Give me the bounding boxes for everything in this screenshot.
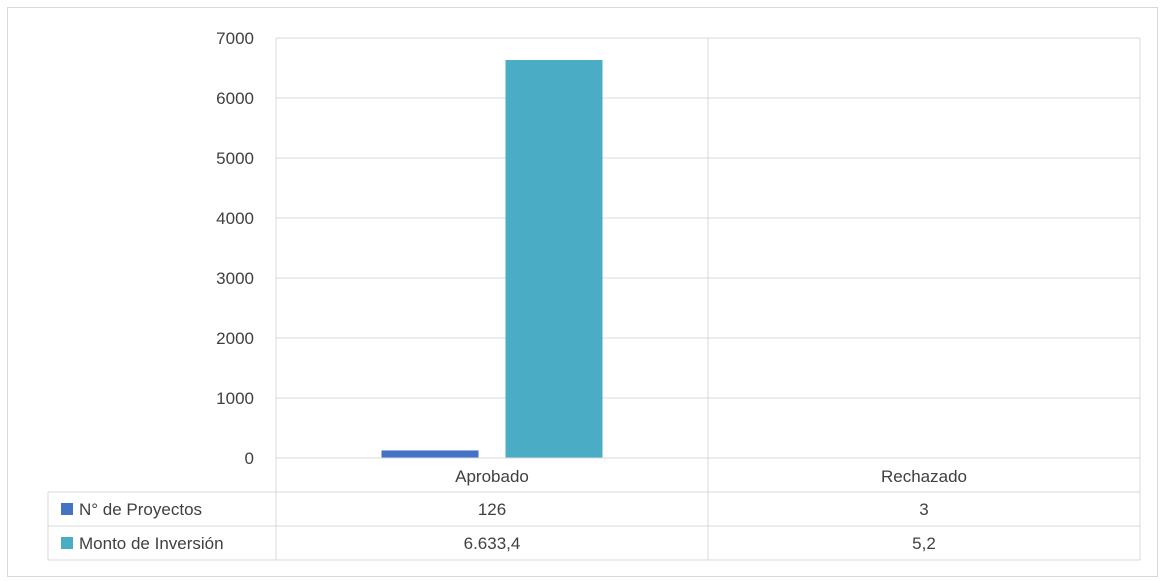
legend-series-name: Monto de Inversión [79, 534, 224, 553]
y-tick-label: 7000 [216, 29, 254, 48]
y-tick-label: 6000 [216, 89, 254, 108]
y-tick-label: 1000 [216, 389, 254, 408]
data-label: 3 [919, 500, 928, 519]
bar-aprobado-1 [505, 59, 603, 458]
data-label: 126 [478, 500, 506, 519]
y-tick-label: 3000 [216, 269, 254, 288]
y-tick-label: 0 [245, 449, 254, 468]
x-category-label: Rechazado [881, 467, 967, 486]
legend-key-0 [61, 503, 73, 515]
y-tick-label: 5000 [216, 149, 254, 168]
legend-key-1 [61, 537, 73, 549]
x-category-label: Aprobado [455, 467, 529, 486]
bar-aprobado-0 [381, 450, 479, 458]
data-label: 6.633,4 [464, 534, 521, 553]
data-label: 5,2 [912, 534, 936, 553]
y-tick-label: 4000 [216, 209, 254, 228]
legend-series-name: N° de Proyectos [79, 500, 202, 519]
y-tick-label: 2000 [216, 329, 254, 348]
